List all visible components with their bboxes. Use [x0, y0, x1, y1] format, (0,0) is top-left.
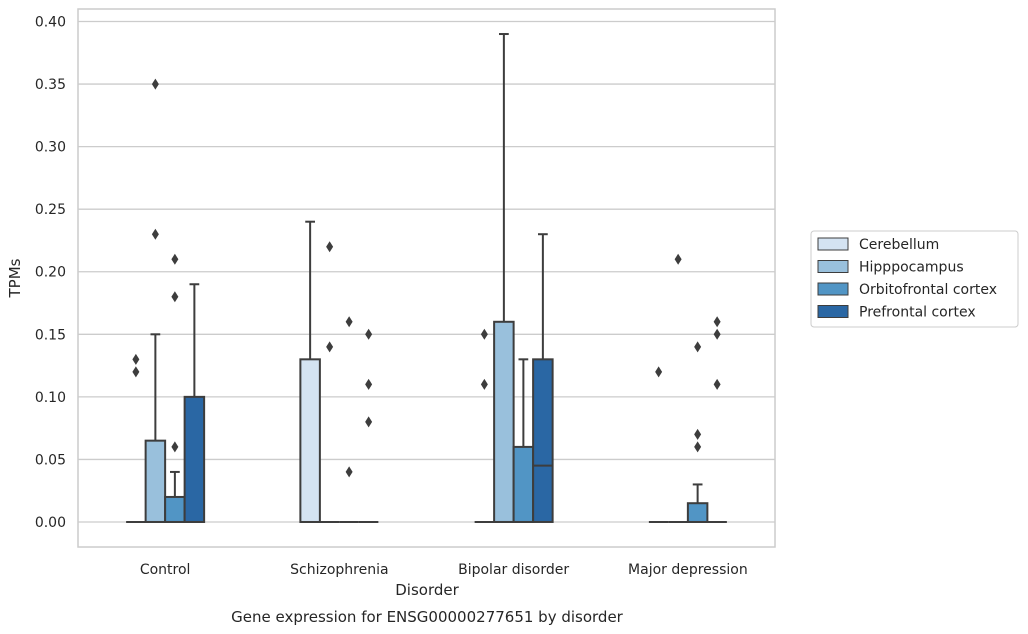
y-tick-label: 0.25 — [35, 202, 66, 218]
legend-item: Cerebellum — [817, 237, 939, 253]
outlier-point — [365, 328, 373, 340]
outlier-point — [326, 241, 334, 253]
outlier-point — [694, 428, 702, 440]
outlier-point — [713, 328, 721, 340]
box-iqr — [299, 358, 321, 523]
y-tick-labels: 0.00 0.05 0.10 0.15 0.20 0.25 0.30 0.35 0.40 — [35, 15, 66, 531]
legend-swatch — [817, 237, 849, 251]
outlier-point — [132, 353, 140, 365]
box — [358, 328, 379, 523]
legend-label: Cerebellum — [859, 237, 939, 253]
box — [339, 316, 359, 523]
outlier-point — [694, 341, 702, 353]
y-tick-label: 0.35 — [35, 77, 66, 93]
box-iqr — [183, 395, 206, 523]
box-iqr — [686, 502, 709, 523]
box — [299, 220, 321, 523]
box-iqr — [532, 358, 554, 523]
outlier-point — [480, 378, 488, 390]
legend-frame — [810, 230, 1019, 328]
gridlines — [78, 20, 775, 523]
box — [493, 33, 515, 523]
outlier-point — [480, 328, 488, 340]
x-tick-label: Bipolar disorder — [458, 562, 569, 578]
box — [512, 358, 535, 523]
outlier-point — [171, 253, 179, 265]
y-axis-label: TPMs — [6, 258, 24, 298]
legend-swatch — [817, 305, 849, 318]
box-iqr — [164, 495, 186, 523]
box — [707, 316, 727, 523]
x-tick-label: Control — [140, 562, 191, 578]
plot-frame — [77, 8, 776, 548]
box-iqr — [144, 439, 167, 523]
y-tick-label: 0.15 — [35, 327, 66, 343]
box-iqr — [493, 320, 515, 523]
y-tick-label: 0.40 — [35, 15, 66, 31]
legend-item: Orbitofrontal cortex — [817, 282, 997, 298]
outlier-point — [655, 366, 663, 378]
legend-swatch — [817, 260, 849, 273]
legend-label: Orbitofrontal cortex — [859, 282, 997, 298]
outlier-point — [694, 441, 702, 453]
x-tick-label: Major depression — [628, 562, 748, 578]
x-tick-label: Schizophrenia — [290, 562, 388, 578]
y-tick-label: 0.30 — [35, 140, 66, 156]
x-axis-label: Disorder — [395, 581, 459, 599]
outlier-point — [365, 416, 373, 428]
box — [648, 366, 669, 523]
legend-label: Prefrontal cortex — [859, 305, 976, 321]
outlier-point — [365, 378, 373, 390]
y-tick-label: 0.20 — [35, 265, 66, 281]
box — [319, 241, 340, 523]
box — [686, 341, 709, 523]
box-plot-series — [126, 33, 727, 523]
x-tick-labels: Control Schizophrenia Bipolar disorder Majo… — [140, 562, 748, 578]
outlier-point — [171, 441, 179, 453]
outlier-point — [713, 378, 721, 390]
outlier-point — [171, 291, 179, 303]
outlier-point — [132, 366, 140, 378]
legend-item: Hipppocampus — [817, 260, 964, 276]
box-iqr — [512, 445, 535, 523]
legend-label: Hipppocampus — [859, 260, 964, 276]
box — [183, 283, 206, 523]
outlier-point — [345, 316, 353, 328]
legend: Cerebellum Hipppocampus Orbitofrontal cort… — [810, 230, 1019, 328]
legend-swatch — [817, 282, 849, 296]
y-tick-label: 0.10 — [35, 390, 66, 406]
outlier-point — [713, 316, 721, 328]
outlier-point — [326, 341, 334, 353]
outlier-point — [345, 466, 353, 478]
outlier-point — [151, 228, 159, 240]
box — [126, 353, 146, 523]
outlier-point — [151, 78, 159, 90]
box — [164, 253, 186, 523]
chart-caption: Gene expression for ENSG00000277651 by d… — [231, 608, 624, 626]
box — [532, 233, 554, 523]
outlier-point — [674, 253, 682, 265]
y-tick-label: 0.05 — [35, 452, 66, 468]
legend-item: Prefrontal cortex — [817, 305, 976, 321]
box — [668, 253, 688, 523]
y-tick-label: 0.00 — [35, 515, 66, 531]
box — [144, 78, 167, 523]
box — [474, 328, 495, 523]
